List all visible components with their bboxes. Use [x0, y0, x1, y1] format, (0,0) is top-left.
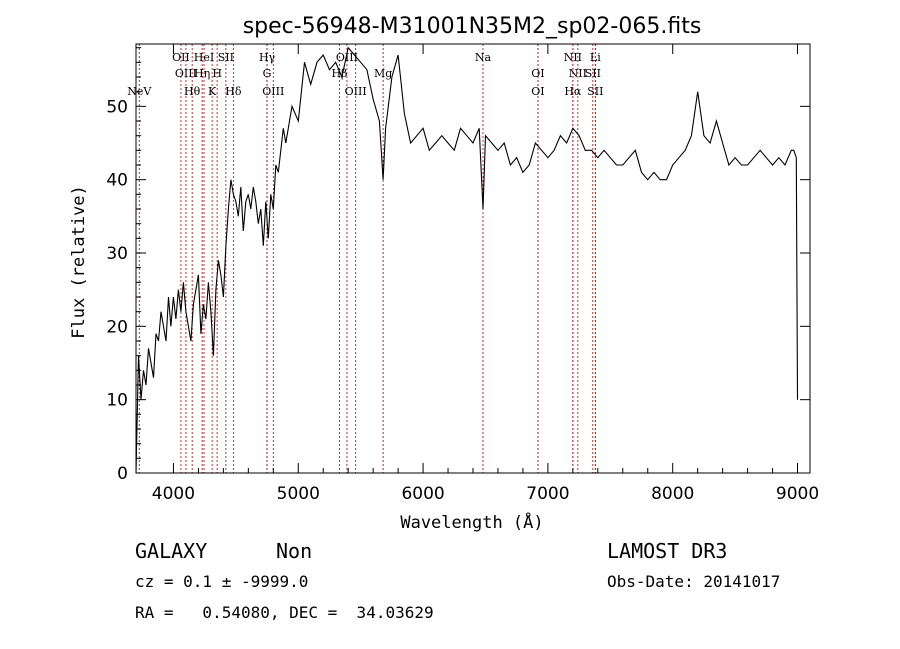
x-axis-label: Wavelength (Å)	[400, 511, 543, 533]
x-tick-label: 4000	[152, 484, 195, 504]
x-tick-label: 9000	[776, 484, 819, 504]
line-label: Hη	[194, 67, 210, 80]
line-label: H	[212, 67, 222, 80]
line-label: Hδ	[225, 85, 242, 98]
y-tick-label: 10	[106, 391, 128, 411]
line-label: Mg	[374, 67, 392, 80]
survey-name: LAMOST DR3	[607, 539, 727, 563]
line-label: OIII	[175, 67, 197, 80]
line-label: OIII	[336, 51, 358, 64]
line-label: SII	[585, 67, 601, 80]
line-label: OI	[531, 67, 544, 80]
object-subclass: Non	[276, 539, 312, 563]
line-label: Hγ	[259, 51, 276, 64]
emission-line-labels: NeVOIIOIIIHθHηHeIKHSIIHδHγGOIIIHβOIIIOII…	[127, 51, 603, 98]
line-label: OIII	[345, 85, 367, 98]
x-tick-label: 5000	[277, 484, 320, 504]
line-label: K	[208, 85, 217, 98]
line-label: Li	[590, 51, 601, 64]
x-tick-label: 6000	[401, 484, 444, 504]
observation-date: Obs-Date: 20141017	[607, 572, 780, 591]
y-axis-label: Flux (relative)	[69, 185, 89, 339]
redshift-line: cz = 0.1 ± -9999.0	[135, 572, 308, 591]
line-label: NII	[569, 67, 587, 80]
coordinates-line: RA = 0.54080, DEC = 34.03629	[135, 603, 434, 622]
line-label: Hα	[564, 85, 582, 98]
x-axis-ticks: 4000 5000 6000 7000 8000 9000	[152, 44, 819, 504]
x-tick-label: 8000	[651, 484, 694, 504]
object-class: GALAXY	[135, 539, 207, 563]
line-label: HeI	[194, 51, 214, 64]
line-label: OII	[172, 51, 190, 64]
plot-area: NeVOIIOIIIHθHηHeIKHSIIHδHγGOIIIHβOIIIOII…	[106, 43, 819, 504]
y-tick-label: 40	[106, 171, 128, 191]
chart-title: spec-56948-M31001N35M2_sp02-065.fits	[243, 14, 702, 39]
line-label: SII	[218, 51, 234, 64]
line-label: Na	[475, 51, 492, 64]
line-label: Hβ	[331, 67, 347, 80]
emission-line-markers	[138, 44, 596, 473]
y-tick-label: 50	[106, 97, 128, 117]
y-tick-label: 0	[117, 464, 128, 484]
y-tick-label: 20	[106, 317, 128, 337]
line-label: Hθ	[184, 85, 201, 98]
line-label: OI	[531, 85, 544, 98]
line-label: SII	[587, 85, 603, 98]
spectrum-line	[135, 46, 799, 474]
x-tick-label: 7000	[526, 484, 569, 504]
plot-frame	[135, 43, 811, 474]
y-tick-label: 30	[106, 244, 128, 264]
line-label: NII	[564, 51, 582, 64]
line-label: OIII	[262, 85, 284, 98]
y-axis-ticks: 0 10 20 30 40 50	[106, 47, 810, 484]
line-label: G	[263, 67, 272, 80]
